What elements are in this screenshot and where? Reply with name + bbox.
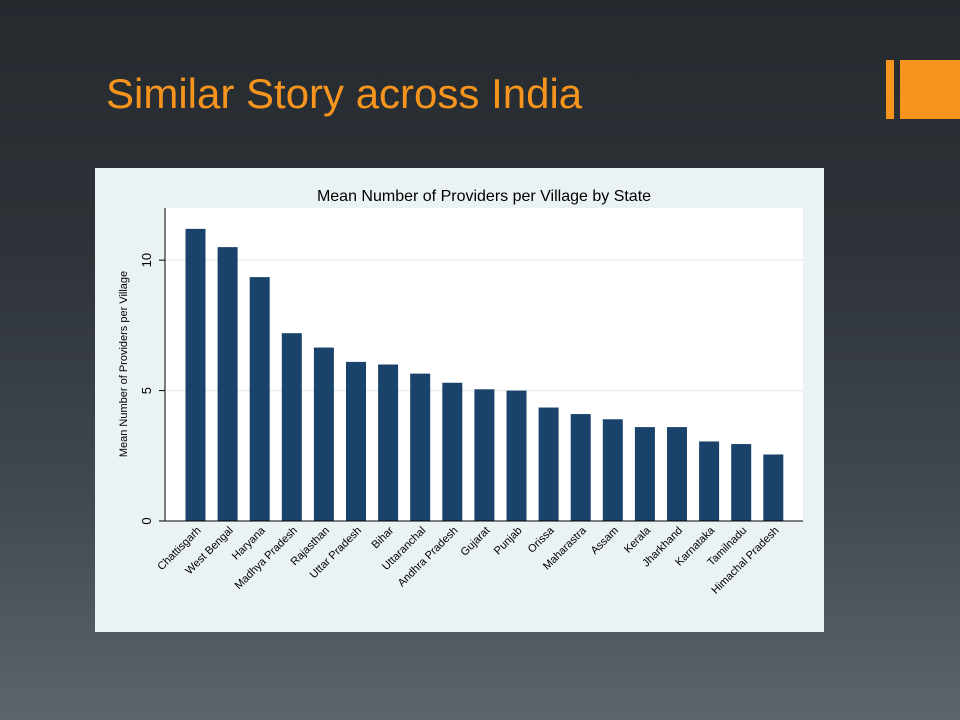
bar bbox=[667, 427, 687, 521]
bar bbox=[410, 374, 430, 521]
x-tick-label: Gujarat bbox=[459, 525, 493, 559]
y-tick-label: 0 bbox=[139, 517, 154, 524]
bar bbox=[474, 389, 494, 521]
bar bbox=[731, 444, 751, 521]
y-axis-title: Mean Number of Providers per Village bbox=[118, 271, 130, 457]
bar bbox=[186, 229, 206, 521]
x-tick-label: Kerala bbox=[622, 524, 654, 556]
slide-title: Similar Story across India bbox=[106, 70, 582, 118]
bar bbox=[442, 383, 462, 521]
decorative-accent-bar-thin bbox=[886, 60, 894, 119]
x-tick-label: Assam bbox=[589, 525, 621, 557]
y-axis-ticks: 0 5 10 bbox=[139, 253, 165, 525]
x-tick-label: Orissa bbox=[526, 524, 558, 556]
bar bbox=[282, 333, 302, 521]
bar-chart: Mean Number of Providers per Village by … bbox=[95, 168, 824, 632]
bar bbox=[507, 391, 527, 521]
bar bbox=[314, 348, 334, 521]
bar bbox=[603, 419, 623, 521]
bar bbox=[539, 408, 559, 521]
bar bbox=[635, 427, 655, 521]
y-tick-label: 10 bbox=[139, 253, 154, 267]
bar bbox=[571, 414, 591, 521]
x-tick-label: Punjab bbox=[492, 525, 525, 558]
chart-title: Mean Number of Providers per Village by … bbox=[317, 188, 651, 205]
bar bbox=[346, 362, 366, 521]
bar bbox=[699, 441, 719, 521]
x-tick-label: Bihar bbox=[370, 524, 397, 551]
y-tick-label: 5 bbox=[139, 387, 154, 394]
bar bbox=[378, 365, 398, 522]
bar bbox=[763, 454, 783, 521]
bar bbox=[250, 277, 270, 521]
bar bbox=[218, 247, 238, 521]
decorative-accent-bar-thick bbox=[900, 60, 960, 119]
chart-panel: Mean Number of Providers per Village by … bbox=[95, 168, 824, 632]
x-tick-label: Andhra Pradesh bbox=[396, 525, 461, 590]
